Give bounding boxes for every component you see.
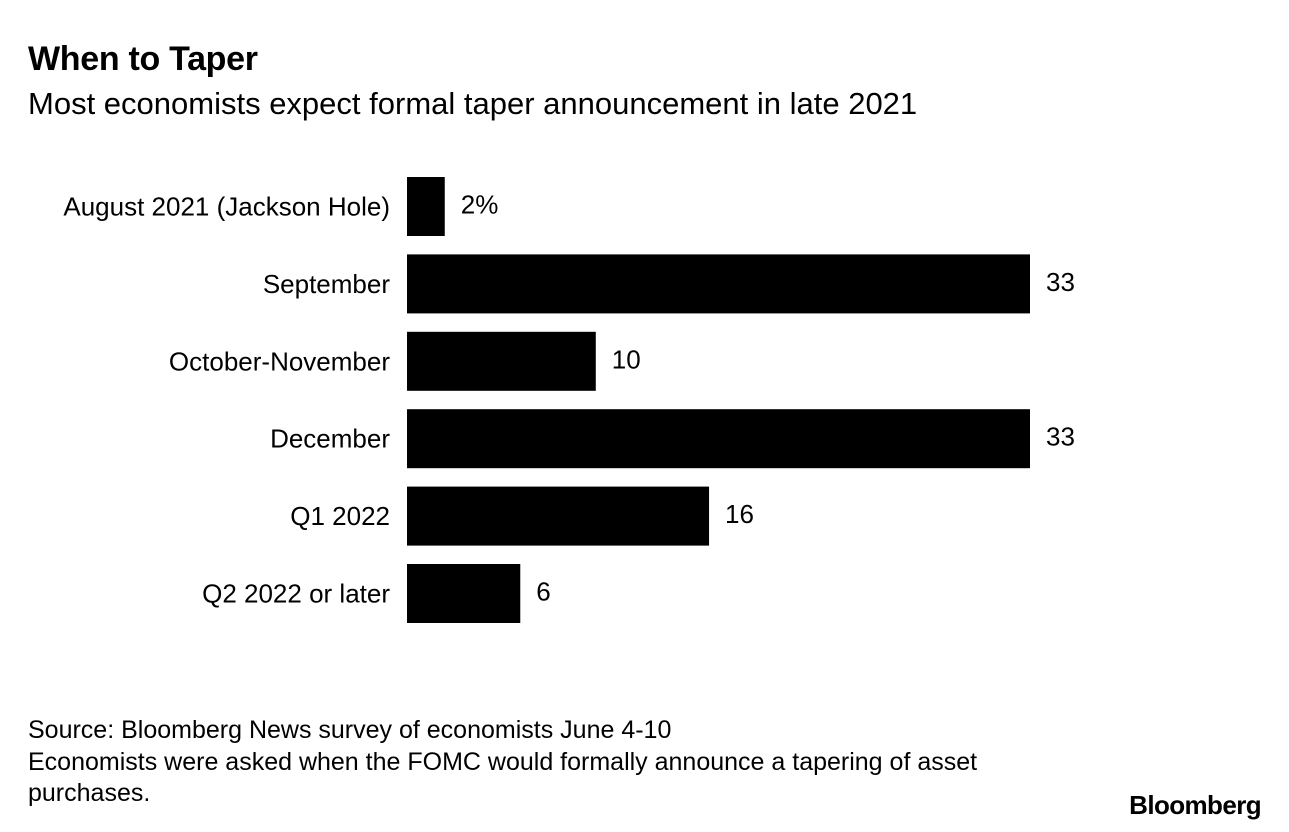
bar — [407, 331, 596, 391]
bar — [407, 564, 521, 623]
chart-title: When to Taper — [28, 40, 258, 78]
value-label: 16 — [725, 499, 754, 529]
bloomberg-logo: Bloomberg — [1129, 790, 1261, 820]
chart-subtitle: Most economists expect formal taper anno… — [28, 86, 918, 121]
category-label: August 2021 (Jackson Hole) — [63, 192, 390, 222]
value-label: 33 — [1046, 267, 1075, 297]
bar-chart: August 2021 (Jackson Hole) 2% September 33 O… — [63, 177, 1075, 623]
bar — [407, 177, 445, 236]
footnote: Economists were asked when the FOMC woul… — [28, 748, 978, 807]
value-label: 33 — [1046, 422, 1075, 452]
category-label: Q2 2022 or later — [202, 579, 390, 609]
category-label: Q1 2022 — [290, 501, 390, 531]
category-label: September — [263, 269, 391, 299]
value-label: 6 — [536, 577, 550, 607]
source-note: Source: Bloomberg News survey of economi… — [28, 716, 672, 744]
value-label: 10 — [612, 344, 641, 374]
bar — [407, 254, 1030, 314]
bar — [407, 409, 1030, 469]
value-label: 2% — [461, 190, 499, 220]
bar — [407, 486, 710, 546]
category-label: December — [270, 424, 390, 454]
category-label: October-November — [169, 346, 390, 376]
